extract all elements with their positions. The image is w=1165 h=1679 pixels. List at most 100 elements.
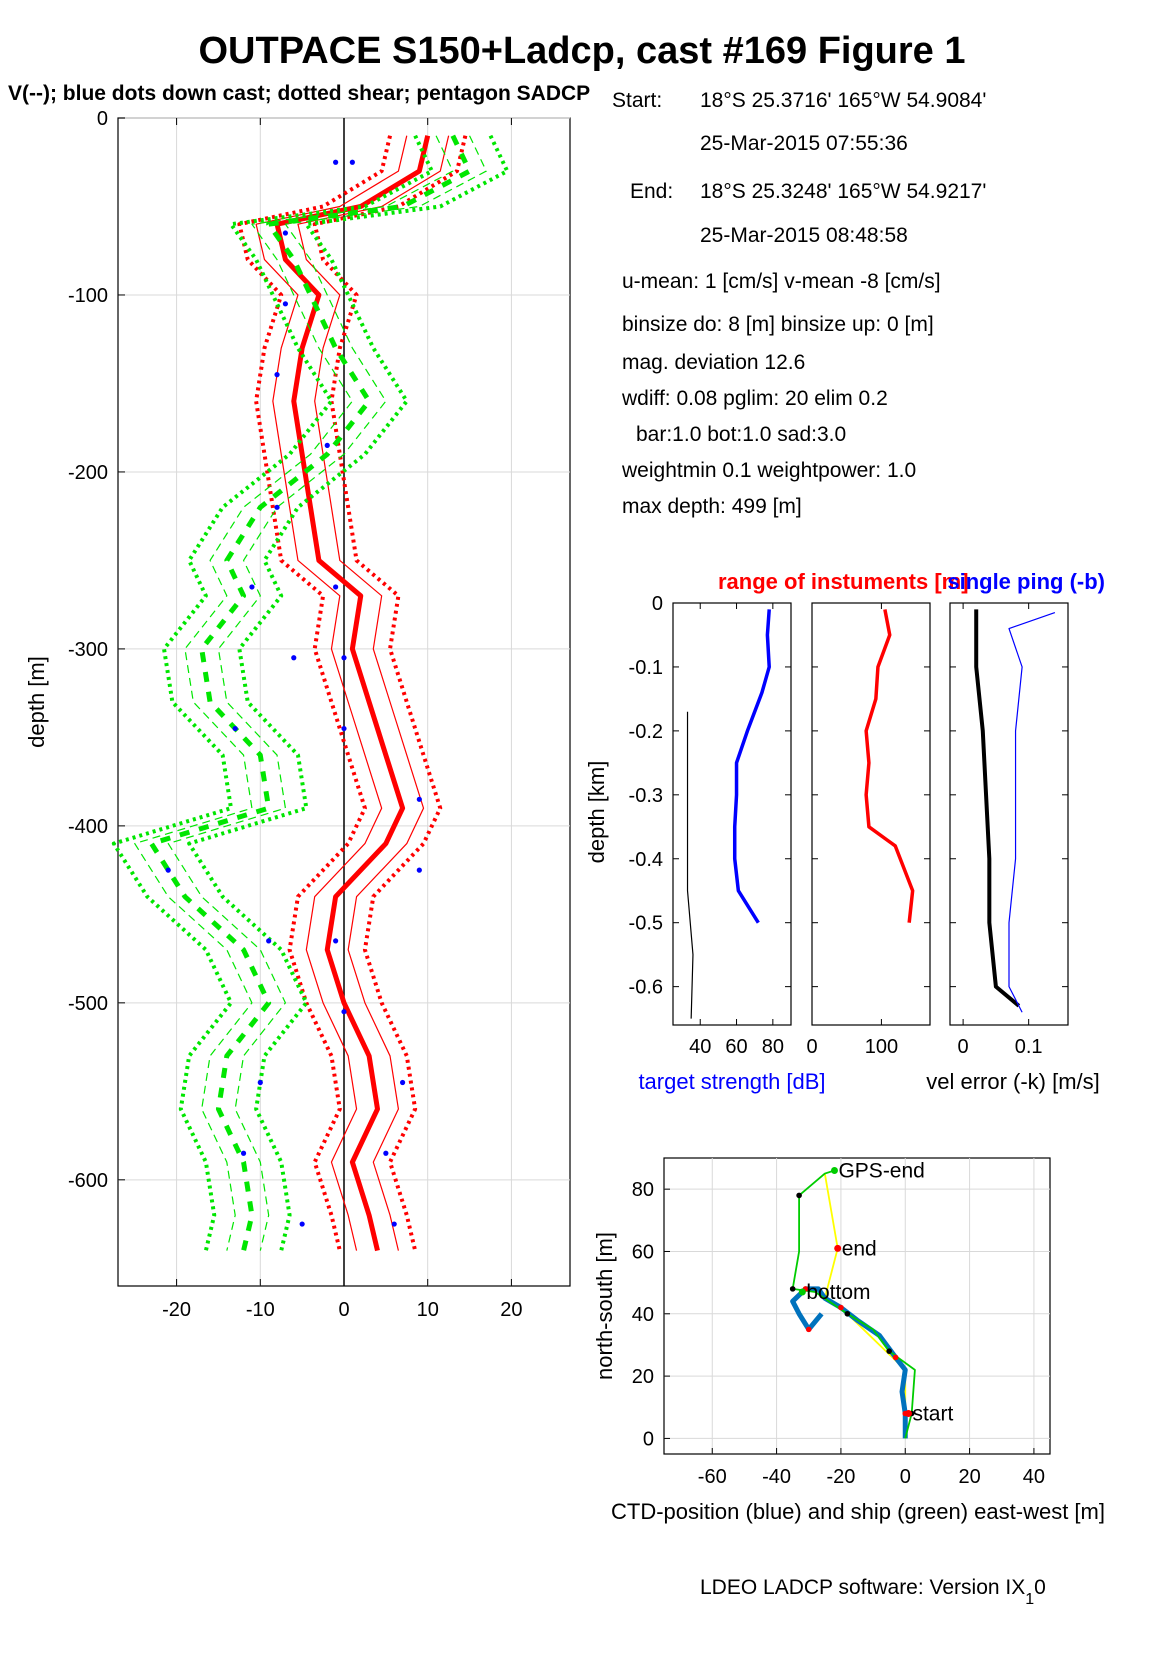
downcast-dot [282, 301, 289, 307]
x-tick-label: 100 [865, 1036, 898, 1058]
downcast-dot [333, 938, 339, 944]
v-shear-low [111, 134, 434, 1252]
ship-fix-dot [789, 1286, 796, 1292]
ctd-fix-dot [805, 1326, 812, 1333]
downcast-dot [291, 655, 297, 661]
start-label: Start: [612, 89, 662, 112]
y-tick-label: 60 [632, 1241, 654, 1263]
y-tick-label: -600 [68, 1170, 108, 1192]
target-strength-deep-line [686, 711, 694, 1019]
downcast-dot [282, 230, 289, 236]
y-tick-label: 0 [97, 108, 108, 130]
mean-velocities: u-mean: 1 [cm/s] v-mean -8 [cm/s] [622, 270, 941, 293]
range-frame [811, 602, 931, 1026]
x-tick-label: 10 [417, 1299, 439, 1321]
u-downcast [297, 135, 450, 1251]
v-shear-high [187, 134, 510, 1252]
target-strength-line [732, 609, 771, 924]
x-tick-label: -10 [246, 1299, 275, 1321]
downcast-dot [324, 442, 330, 448]
position-marker [904, 1409, 912, 1417]
y-tick-label: 0 [652, 593, 663, 615]
y-tick-label: -0.6 [629, 977, 663, 999]
ts-xlabel: target strength [dB] [638, 1069, 825, 1094]
position-label: start [912, 1402, 953, 1425]
v-downcast [167, 135, 487, 1251]
bar-weights: bar:1.0 bot:1.0 sad:3.0 [636, 423, 846, 446]
downcast-dot [333, 159, 339, 165]
x-tick-label: 40 [1023, 1466, 1045, 1488]
downcast-dot [266, 938, 272, 944]
position-marker [830, 1166, 838, 1174]
y-tick-label: 40 [632, 1304, 654, 1326]
x-tick-label: 0.1 [1015, 1036, 1043, 1058]
y-tick-label: 0 [643, 1428, 654, 1450]
velerr-frame [949, 602, 1069, 1026]
position-grid [664, 1158, 1050, 1454]
ts-series [686, 609, 771, 1019]
range-title: range of instuments [m] [718, 569, 969, 594]
downcast-dot [249, 584, 255, 590]
x-tick-label: 0 [958, 1036, 969, 1058]
downcast-dot [341, 655, 347, 661]
downcast-dot [232, 725, 238, 732]
ctd-fix-dot [892, 1354, 899, 1361]
end-label: End: [630, 180, 673, 203]
downcast-dot [274, 504, 280, 510]
downcast-dot [333, 584, 339, 590]
position-series: GPS-end end bottom start [789, 1159, 953, 1439]
position-ylabel: north-south [m] [592, 1232, 617, 1380]
x-tick-label: -20 [826, 1466, 855, 1488]
ship-fix-dot [796, 1192, 802, 1199]
position-ticks: -60 -40 -20 0 20 40 0 20 40 60 80 [632, 1179, 1045, 1488]
x-tick-label: 20 [958, 1466, 980, 1488]
y-tick-label: -100 [68, 285, 108, 307]
downcast-dot [349, 159, 355, 165]
y-tick-label: -0.2 [629, 721, 663, 743]
x-tick-label: -60 [698, 1466, 727, 1488]
footer: LDEO LADCP software: Version IX10 [700, 1576, 1046, 1608]
downcast-dot [341, 725, 347, 732]
vel-error-line [974, 609, 1021, 1008]
x-tick-label: 60 [725, 1036, 747, 1058]
footer-tail: 0 [1034, 1576, 1046, 1599]
range-ticks: 0 100 [806, 602, 930, 1058]
downcast-dot [299, 1221, 305, 1227]
profile-ylabel: depth [m] [24, 656, 49, 748]
singleping-title: single ping (-b) [947, 569, 1105, 594]
footer-text: LDEO LADCP software: Version IX [700, 1576, 1025, 1599]
ship-fix-dot [844, 1310, 851, 1317]
start-time: 25-Mar-2015 07:55:36 [700, 132, 908, 155]
range-line [864, 609, 915, 923]
downcast-dot [240, 1150, 247, 1156]
profile-ticks: -20 -10 0 10 200-100-200-300-400-500-600 [68, 108, 523, 1321]
y-tick-label: -0.1 [629, 657, 663, 679]
range-series [864, 609, 915, 923]
downcast-dot [391, 1221, 397, 1227]
x-tick-label: 80 [762, 1036, 784, 1058]
ts-ticks: 40 60 80 0 -0.1 -0.2 -0.3 -0.4 -0.5 -0.6 [629, 593, 791, 1058]
y-tick-label: -300 [68, 639, 108, 661]
position-frame [663, 1157, 1051, 1455]
ctd-fix-dot [838, 1304, 844, 1311]
x-tick-label: 0 [806, 1036, 817, 1058]
footer-subscript: 1 [1025, 1591, 1034, 1608]
u-upcast [255, 135, 408, 1251]
mag-deviation: mag. deviation 12.6 [622, 351, 805, 374]
y-tick-label: -0.5 [629, 913, 663, 935]
start-position: 18°S 25.3716' 165°W 54.9084' [700, 89, 986, 112]
profile-axes: -20 -10 0 10 200-100-200-300-400-500-600 dep… [24, 108, 571, 1321]
figure-title: OUTPACE S150+Ladcp, cast #169 Figure 1 [199, 30, 966, 72]
y-tick-label: -400 [68, 816, 108, 838]
info-block: Start: 18°S 25.3716' 165°W 54.9084' 25-M… [612, 89, 986, 518]
x-tick-label: 40 [689, 1036, 711, 1058]
position-label: end [842, 1237, 877, 1260]
profile-series [111, 118, 510, 1286]
figure-subtitle: V(--); blue dots down cast; dotted shear… [8, 82, 590, 105]
max-depth: max depth: 499 [m] [622, 495, 802, 518]
position-label: GPS-end [838, 1159, 924, 1182]
end-position: 18°S 25.3248' 165°W 54.9217' [700, 180, 986, 203]
binsize: binsize do: 8 [m] binsize up: 0 [m] [622, 313, 934, 336]
downcast-dot [341, 1009, 347, 1015]
y-tick-label: -0.3 [629, 785, 663, 807]
